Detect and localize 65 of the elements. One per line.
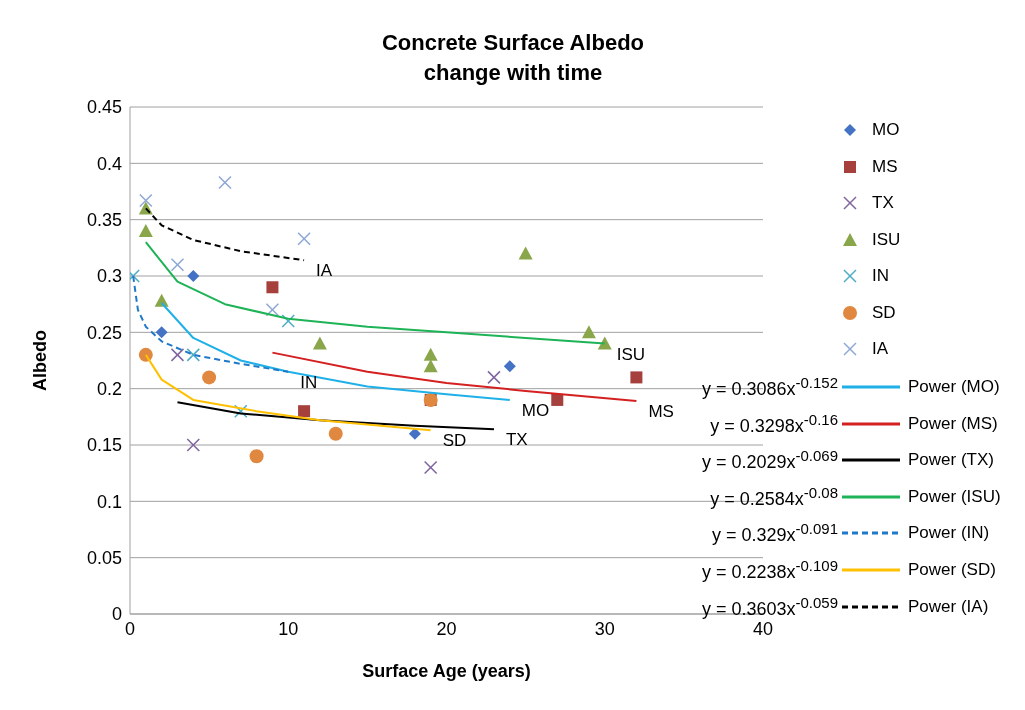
annotation: IA xyxy=(316,261,333,281)
annotation: MS xyxy=(648,402,674,422)
y-tick-label: 0.2 xyxy=(96,379,122,400)
legend-label: Power (MS) xyxy=(908,413,998,434)
point xyxy=(518,246,533,260)
legend-label: MS xyxy=(872,156,898,177)
legend-label: Power (SD) xyxy=(908,560,996,580)
y-tick-label: 0.05 xyxy=(86,548,122,569)
annotation: IN xyxy=(300,372,318,392)
legend-label: IA xyxy=(872,339,889,359)
point xyxy=(503,360,516,373)
y-axis-title: Albedo xyxy=(30,330,51,391)
point xyxy=(187,270,200,282)
legend-label: Power (TX) xyxy=(908,450,994,471)
legend-label: MO xyxy=(872,120,900,140)
point xyxy=(423,347,438,361)
x-tick-label: 0 xyxy=(124,618,136,639)
point xyxy=(138,223,153,237)
annotation: y = 0.2029x$^{-0.069}$ xyxy=(700,447,838,474)
annotation: y = 0.3603x$^{-0.059}$ xyxy=(700,593,838,620)
annotation: y = 0.3086x$^{-0.152}$ xyxy=(700,374,838,400)
point xyxy=(266,281,279,294)
x-axis-title: Surface Age (years) xyxy=(362,660,531,681)
x-tick-label: 10 xyxy=(278,618,299,639)
point xyxy=(155,326,168,339)
point xyxy=(597,336,612,350)
annotation: MO xyxy=(521,400,550,420)
x-tick-label: 30 xyxy=(594,618,615,639)
annotation: y = 0.2584x$^{-0.08}$ xyxy=(709,483,838,510)
point xyxy=(298,405,311,418)
legend-label: SD xyxy=(872,302,896,323)
y-tick-label: 0.45 xyxy=(86,97,122,118)
x-tick-label: 40 xyxy=(752,618,774,639)
legend-label: Power (IN) xyxy=(908,523,990,544)
y-tick-label: 0.1 xyxy=(96,491,122,512)
legend-label: IN xyxy=(872,266,889,286)
y-tick-label: 0.4 xyxy=(96,153,122,174)
y-tick-label: 0.15 xyxy=(86,435,122,456)
y-tick-label: 0.35 xyxy=(86,210,122,231)
y-tick-label: 0.25 xyxy=(86,322,122,343)
point xyxy=(551,393,564,406)
y-tick-label: 0.3 xyxy=(96,266,122,287)
annotation: y = 0.2238x$^{-0.109}$ xyxy=(700,557,838,583)
point xyxy=(312,336,327,350)
point xyxy=(408,427,421,440)
legend-label: Power (MO) xyxy=(908,377,1000,397)
annotation: SD xyxy=(442,431,467,451)
chart-title: Concrete Surface Albedo change with time xyxy=(381,29,645,87)
legend-label: TX xyxy=(872,193,894,213)
legend-label: Power (ISU) xyxy=(908,486,1001,507)
y-tick-label: 0 xyxy=(111,604,122,625)
legend-label: ISU xyxy=(872,229,901,250)
annotation: y = 0.3298x$^{-0.16}$ xyxy=(709,410,838,437)
annotation: TX xyxy=(505,430,528,450)
annotation: y = 0.329x$^{-0.091}$ xyxy=(710,520,838,547)
point xyxy=(581,325,596,339)
point xyxy=(328,426,343,441)
point xyxy=(630,371,643,384)
point xyxy=(249,449,264,464)
point xyxy=(423,359,438,373)
point xyxy=(138,347,153,362)
legend-label: Power (IA) xyxy=(908,596,989,617)
x-tick-label: 20 xyxy=(436,618,457,639)
point xyxy=(202,370,217,385)
annotation: ISU xyxy=(616,344,646,364)
